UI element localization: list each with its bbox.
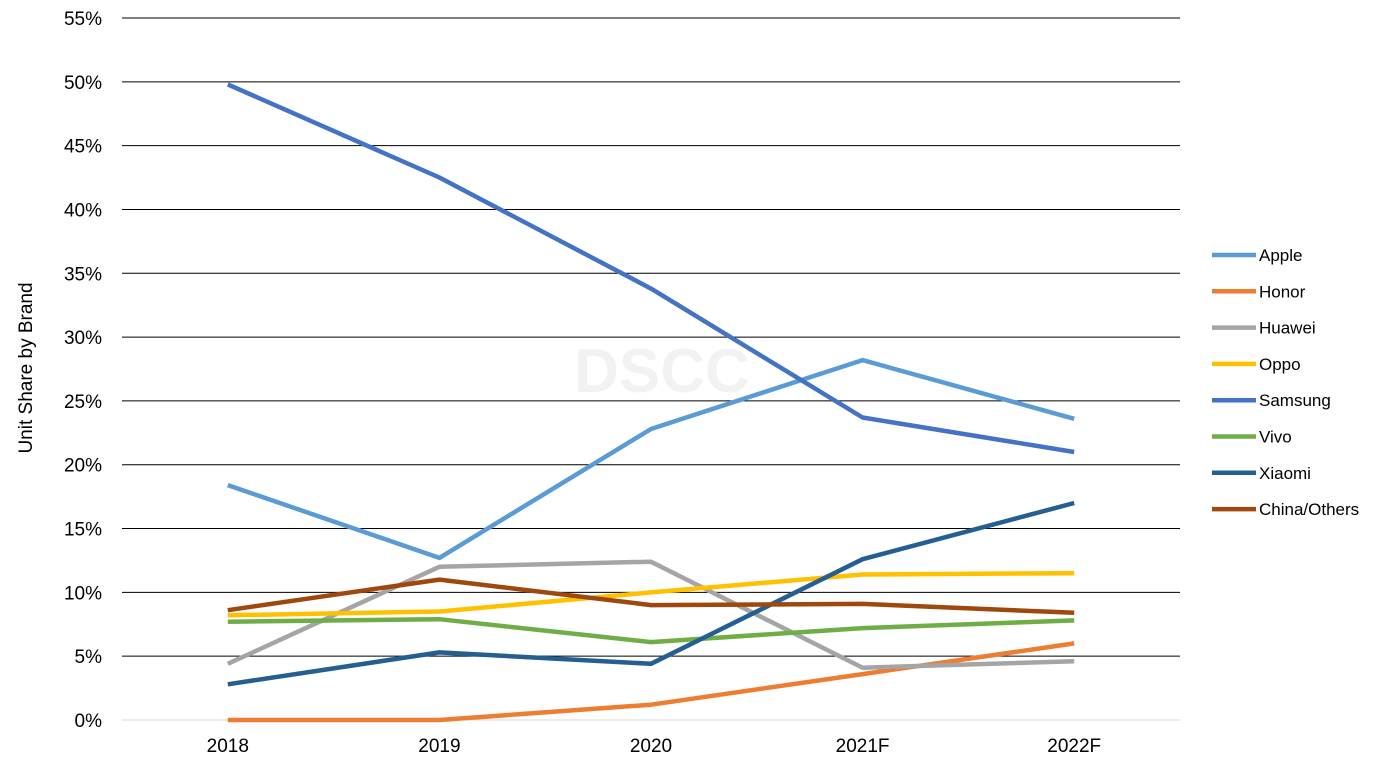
y-tick-label: 10% [64,583,102,604]
series-line-apple [227,357,1075,561]
legend-label-xiaomi: Xiaomi [1259,464,1311,483]
legend: Apple Honor Huawei Oppo Samsung Vivo Xiaomi Chi… [1212,246,1359,519]
y-tick-label: 25% [64,392,102,413]
legend-label-huawei: Huawei [1259,319,1316,338]
legend-label-apple: Apple [1259,246,1302,265]
series-line-oppo [227,570,1075,618]
series-line-china-others [227,577,1075,616]
y-tick-label: 50% [64,73,102,94]
y-tick-label: 0% [75,711,103,732]
y-axis-ticks: 0% 5% 10% 15% 20% 25% 30% 35% 40% 45% 50% 55% [64,9,102,732]
x-tick-label: 2019 [418,736,460,757]
legend-label-vivo: Vivo [1259,428,1292,447]
x-tick-label: 2022F [1047,736,1101,757]
x-axis-ticks: 2018 2019 2020 2021F 2022F [207,736,1101,757]
y-tick-label: 30% [64,328,102,349]
legend-label-oppo: Oppo [1259,355,1301,374]
y-tick-label: 35% [64,264,102,285]
series-line-xiaomi [227,500,1075,687]
watermark: DSCC [574,337,750,406]
x-tick-label: 2021F [836,736,890,757]
y-tick-label: 45% [64,137,102,158]
x-tick-label: 2020 [630,736,672,757]
series-lines [226,82,1075,723]
y-axis-title: Unit Share by Brand [16,282,37,453]
legend-label-china-others: China/Others [1259,500,1359,519]
gridlines [122,17,1180,721]
legend-label-honor: Honor [1259,282,1306,301]
series-line-huawei [226,559,1075,670]
series-line-samsung [226,82,1075,455]
y-tick-label: 40% [64,200,102,221]
series-line-vivo [227,616,1075,645]
legend-label-samsung: Samsung [1259,391,1331,410]
y-tick-label: 5% [75,647,103,668]
y-tick-label: 55% [64,9,102,30]
series-line-honor [227,641,1075,723]
x-tick-label: 2018 [207,736,249,757]
y-tick-label: 20% [64,456,102,477]
y-tick-label: 15% [64,520,102,541]
